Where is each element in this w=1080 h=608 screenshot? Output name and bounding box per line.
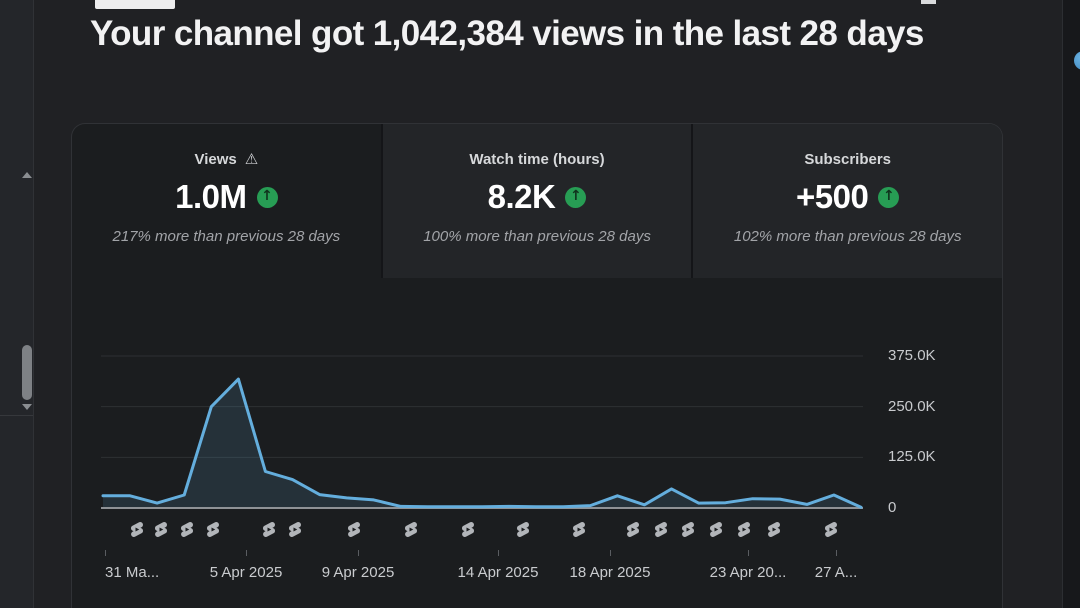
up-arrow-icon: ↑ [882,188,895,204]
shorts-icon [572,522,586,537]
x-axis-label: 9 Apr 2025 [321,564,395,581]
rail-divider [0,415,33,416]
metric-value: 1.0M [175,178,247,215]
x-axis-label: 27 A... [814,564,858,581]
x-axis-tick [748,550,749,556]
shorts-publish-marker[interactable] [178,519,196,540]
warning-icon: ⚠ [244,150,259,168]
metric-tabs: Views ⚠ 1.0M ↑ 217% more than previous 2… [72,124,1002,278]
shorts-publish-marker[interactable] [679,519,697,540]
shorts-icon [626,522,640,537]
y-axis-label: 0 [888,499,897,516]
metric-tab-label: Subscribers [804,150,892,168]
x-axis-label: 23 Apr 20... [709,564,787,581]
shorts-icon [824,522,838,537]
shorts-publish-marker[interactable] [260,519,278,540]
left-scroll-rail [0,0,34,608]
metric-value: +500 [796,178,869,215]
metric-tab-label: Views [194,150,237,168]
shorts-publish-marker[interactable] [624,519,642,540]
shorts-icon [404,522,418,537]
shorts-publish-marker[interactable] [822,519,840,540]
shorts-publish-marker[interactable] [345,519,363,540]
shorts-icon [654,522,668,537]
shorts-icon [737,522,751,537]
shorts-publish-marker[interactable] [402,519,420,540]
up-arrow-icon: ↑ [569,188,582,204]
metric-tab-label: Watch time (hours) [469,150,605,168]
shorts-icon [461,522,475,537]
x-axis-tick [105,550,106,556]
shorts-icon [767,522,781,537]
shorts-publish-marker[interactable] [570,519,588,540]
shorts-icon [262,522,276,537]
x-axis-tick [610,550,611,556]
increase-badge: ↑ [256,186,278,208]
top-white-dash [921,0,936,4]
increase-badge: ↑ [565,186,587,208]
x-axis-label: 18 Apr 2025 [569,564,651,581]
shorts-publish-marker[interactable] [128,519,146,540]
metric-delta-note: 217% more than previous 28 days [112,228,341,245]
x-axis-tick [836,550,837,556]
top-left-white-bar [95,0,175,9]
metric-delta-note: 102% more than previous 28 days [733,228,962,245]
shorts-icon [709,522,723,537]
shorts-icon [130,522,144,537]
shorts-publish-marker[interactable] [459,519,477,540]
metric-tab[interactable]: Subscribers +500 ↑ 102% more than previo… [691,124,1002,278]
metric-tab[interactable]: Watch time (hours) 8.2K ↑ 100% more than… [380,124,692,278]
shorts-publish-marker[interactable] [286,519,304,540]
shorts-publish-marker[interactable] [735,519,753,540]
x-axis-label: 5 Apr 2025 [209,564,283,581]
y-axis-label: 375.0K [888,347,936,364]
shorts-publish-marker[interactable] [514,519,532,540]
shorts-icon [206,522,220,537]
shorts-publish-marker[interactable] [204,519,222,540]
shorts-publish-marker[interactable] [765,519,783,540]
analytics-card: Views ⚠ 1.0M ↑ 217% more than previous 2… [71,123,1003,608]
x-axis-tick [246,550,247,556]
scroll-down-icon[interactable] [22,404,32,410]
shorts-publish-marker[interactable] [707,519,725,540]
y-axis-label: 125.0K [888,448,936,466]
shorts-publish-marker[interactable] [152,519,170,540]
up-arrow-icon: ↑ [261,188,273,204]
metric-tab[interactable]: Views ⚠ 1.0M ↑ 217% more than previous 2… [72,124,381,278]
x-axis-tick [358,550,359,556]
shorts-icon [347,522,361,537]
scroll-up-icon[interactable] [22,172,32,178]
page-title: Your channel got 1,042,384 views in the … [90,14,924,53]
shorts-icon [154,522,168,537]
x-axis-label: 31 Ma... [105,564,160,581]
shorts-icon [516,522,530,537]
x-axis-tick [498,550,499,556]
x-axis-label: 14 Apr 2025 [457,564,539,581]
shorts-publish-marker[interactable] [652,519,670,540]
shorts-icon [681,522,695,537]
profile-blue-circle[interactable] [1074,51,1080,70]
views-trend-chart[interactable] [101,341,863,511]
right-edge-strip [1062,0,1080,608]
metric-value: 8.2K [487,178,556,215]
metric-delta-note: 100% more than previous 28 days [423,228,651,245]
shorts-icon [180,522,194,537]
y-axis-label: 250.0K [888,397,936,415]
scrollbar-thumb[interactable] [22,345,32,400]
shorts-icon [288,522,302,537]
increase-badge: ↑ [878,186,900,208]
